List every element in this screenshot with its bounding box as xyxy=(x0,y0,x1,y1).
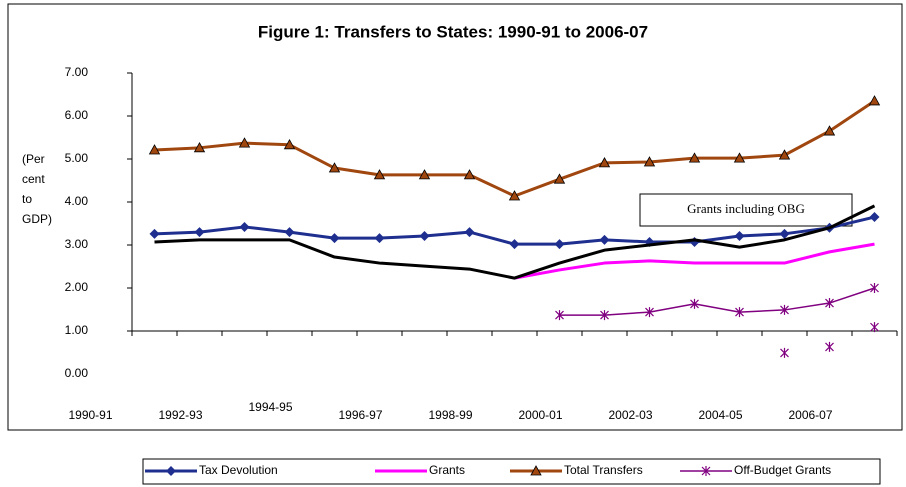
marker xyxy=(374,233,385,244)
marker xyxy=(780,347,789,358)
marker xyxy=(870,322,879,333)
marker xyxy=(823,125,836,136)
series-line xyxy=(559,287,875,316)
x-tick-label: 1996-97 xyxy=(338,408,382,422)
marker xyxy=(600,310,609,321)
marker xyxy=(283,138,296,150)
x-tick-label: 1998-99 xyxy=(428,408,472,422)
y-tick-label: 2.00 xyxy=(65,280,89,294)
marker xyxy=(148,144,161,155)
x-tick-label: 2000-01 xyxy=(518,408,562,422)
marker xyxy=(555,310,564,321)
marker xyxy=(780,304,789,315)
y-tick-label: 6.00 xyxy=(65,108,89,122)
marker xyxy=(329,233,340,244)
marker xyxy=(870,283,879,293)
x-tick-label: 1990-91 xyxy=(68,408,112,422)
y-tick-label: 5.00 xyxy=(65,151,89,165)
y-tick-label: 1.00 xyxy=(65,323,89,337)
marker xyxy=(868,95,881,106)
marker xyxy=(690,298,699,309)
marker xyxy=(688,152,701,163)
marker xyxy=(419,230,430,241)
marker xyxy=(701,466,711,476)
marker xyxy=(554,239,565,250)
series-line xyxy=(154,204,876,280)
marker xyxy=(599,234,610,245)
marker xyxy=(530,465,542,476)
marker xyxy=(598,157,611,168)
marker xyxy=(779,228,790,239)
marker xyxy=(194,227,205,238)
marker xyxy=(643,156,656,167)
y-tick-label: 4.00 xyxy=(65,194,89,208)
marker xyxy=(328,162,341,173)
annotation: Grants including OBG xyxy=(687,201,805,216)
legend-label: Total Transfers xyxy=(564,463,643,477)
marker xyxy=(734,230,745,241)
marker xyxy=(463,169,476,180)
marker xyxy=(284,227,295,238)
x-tick-label: 2006-07 xyxy=(788,408,832,422)
y-tick-label: 0.00 xyxy=(65,366,89,380)
marker xyxy=(735,307,744,318)
marker xyxy=(553,173,566,184)
marker xyxy=(778,149,791,160)
marker xyxy=(509,239,520,250)
marker xyxy=(508,190,521,201)
y-axis-label: (Per cent to GDP) xyxy=(22,152,52,226)
legend-label: Grants xyxy=(429,463,465,477)
legend-label: Tax Devolution xyxy=(199,463,278,477)
legend-label: Off-Budget Grants xyxy=(734,463,831,477)
x-tick-label: 2004-05 xyxy=(698,408,742,422)
marker xyxy=(149,228,160,239)
marker xyxy=(418,169,431,180)
marker xyxy=(193,141,206,153)
marker xyxy=(239,221,250,232)
y-tick-label: 3.00 xyxy=(65,237,89,251)
x-tick-label: 1992-93 xyxy=(158,408,202,422)
marker xyxy=(733,152,746,163)
marker xyxy=(373,169,386,180)
marker xyxy=(825,341,834,352)
x-tick-label: 2002-03 xyxy=(608,408,652,422)
marker xyxy=(825,298,834,309)
marker xyxy=(645,307,654,318)
marker xyxy=(238,137,251,148)
marker xyxy=(869,212,880,223)
marker xyxy=(464,227,475,238)
marker xyxy=(166,466,176,476)
chart-title: Figure 1: Transfers to States: 1990-91 t… xyxy=(258,22,648,41)
series-line xyxy=(514,242,875,280)
annotation-box xyxy=(639,193,853,227)
x-tick-label: 1994-95 xyxy=(248,400,292,414)
y-tick-label: 7.00 xyxy=(65,65,89,79)
